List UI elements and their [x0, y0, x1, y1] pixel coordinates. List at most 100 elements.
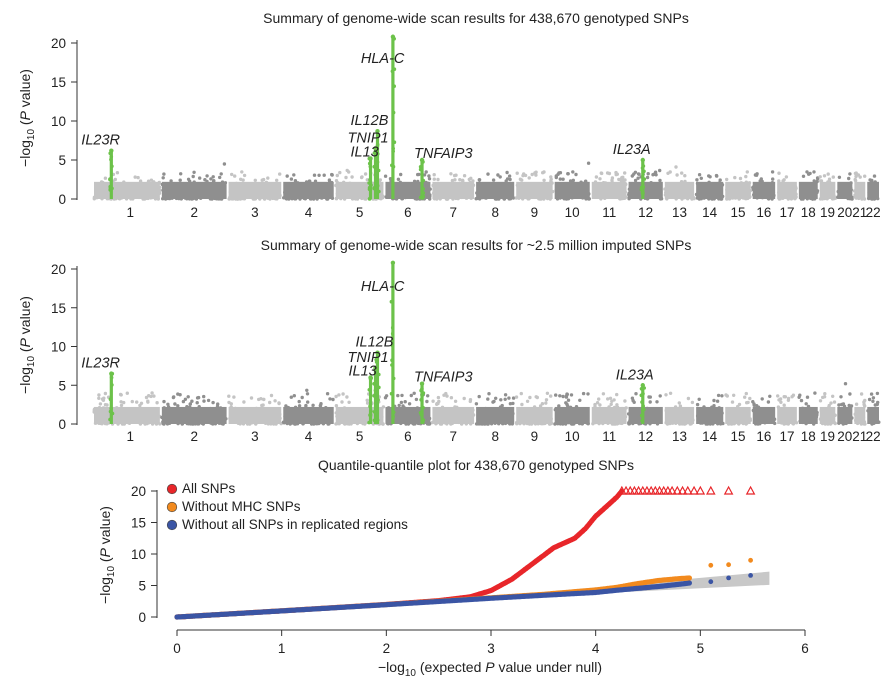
peak-point — [109, 155, 114, 159]
snp-point — [427, 177, 432, 181]
snp-point — [782, 395, 786, 399]
panel-3-y-ticks: 0 5 10 15 20 — [131, 484, 157, 625]
peak-point — [390, 325, 395, 330]
x-tick-label: 4 — [592, 641, 600, 656]
x-tick-label: 0 — [173, 641, 181, 656]
snp-point — [561, 177, 565, 181]
snp-point — [155, 401, 159, 405]
snp-point — [147, 394, 151, 398]
snp-point — [818, 399, 823, 403]
peak-point — [108, 177, 112, 181]
snp-point — [347, 400, 351, 404]
peak-point — [418, 165, 423, 169]
snp-point — [409, 393, 413, 398]
snp-point — [195, 401, 199, 405]
peak-point — [109, 406, 113, 411]
snp-point — [219, 172, 223, 176]
peak-point — [642, 407, 646, 412]
x-tick-label: 6 — [801, 641, 809, 656]
snp-density-band — [385, 406, 431, 424]
snp-point — [511, 401, 515, 406]
peak-point — [420, 393, 425, 398]
snp-point — [462, 396, 466, 401]
snp-point — [486, 172, 490, 176]
snp-point — [854, 402, 859, 406]
snp-point — [677, 401, 681, 405]
snp-point — [477, 178, 482, 182]
qq-capped-point — [705, 485, 716, 495]
association-peak — [391, 36, 395, 200]
association-peak — [109, 150, 113, 199]
legend-marker — [166, 483, 178, 495]
snp-point — [609, 402, 613, 406]
snp-point — [334, 404, 339, 408]
snp-point — [449, 396, 454, 400]
snp-point — [766, 400, 771, 404]
snp-point — [403, 400, 407, 404]
peak-point — [389, 391, 394, 396]
snp-point — [634, 392, 638, 396]
snp-point — [242, 400, 246, 404]
snp-point — [460, 178, 465, 182]
y-tick-label: 20 — [131, 484, 146, 499]
snp-point — [136, 175, 140, 180]
snp-point — [871, 399, 875, 403]
snp-point — [507, 174, 512, 178]
snp-point — [172, 395, 176, 399]
snp-point — [680, 171, 684, 175]
peak-point — [390, 331, 395, 336]
snp-point — [261, 177, 266, 182]
snp-point — [422, 173, 427, 177]
snp-point — [715, 174, 719, 178]
qq-extreme-point — [708, 562, 714, 568]
snp-point — [868, 178, 872, 182]
snp-point — [829, 401, 833, 405]
snp-point — [322, 173, 326, 177]
snp-point — [564, 395, 569, 399]
snp-point — [812, 170, 816, 174]
snp-density-band — [628, 181, 663, 199]
snp-point — [240, 170, 244, 174]
snp-point — [212, 179, 216, 183]
snp-point — [827, 177, 832, 181]
snp-point — [261, 403, 265, 407]
snp-point — [540, 402, 545, 406]
snp-point — [340, 400, 344, 404]
peak-point — [108, 184, 112, 189]
snp-point — [417, 172, 421, 177]
chromosome-label: 11 — [602, 205, 616, 220]
snp-point — [782, 403, 786, 407]
qq-tail-point — [668, 582, 674, 588]
snp-point — [500, 403, 504, 408]
snp-point — [623, 399, 627, 403]
peak-point — [391, 149, 396, 154]
snp-point — [232, 395, 236, 399]
chromosome-label: 21 — [852, 429, 867, 444]
qq-tail-point — [646, 579, 652, 585]
snp-point — [566, 398, 571, 402]
snp-point — [297, 404, 302, 408]
snp-point — [578, 398, 582, 402]
snp-point — [545, 391, 550, 395]
peak-point — [110, 383, 114, 387]
snp-point — [268, 400, 272, 405]
snp-point — [715, 399, 720, 403]
snp-point — [600, 171, 604, 176]
snp-density-band — [867, 406, 879, 424]
peak-point — [391, 415, 396, 419]
chromosome-label: 4 — [305, 429, 313, 444]
snp-density-band — [696, 181, 724, 199]
snp-point — [306, 400, 310, 404]
peak-point — [639, 187, 644, 192]
snp-point — [544, 401, 548, 405]
chromosome-label: 9 — [531, 429, 539, 444]
snp-point — [561, 394, 565, 399]
peak-point — [392, 84, 397, 88]
snp-point — [173, 402, 177, 406]
snp-point — [311, 403, 315, 407]
chromosome-label: 22 — [866, 429, 881, 444]
peak-point — [372, 382, 376, 386]
snp-point — [805, 395, 810, 399]
snp-point — [525, 399, 530, 403]
peak-point — [372, 410, 377, 414]
